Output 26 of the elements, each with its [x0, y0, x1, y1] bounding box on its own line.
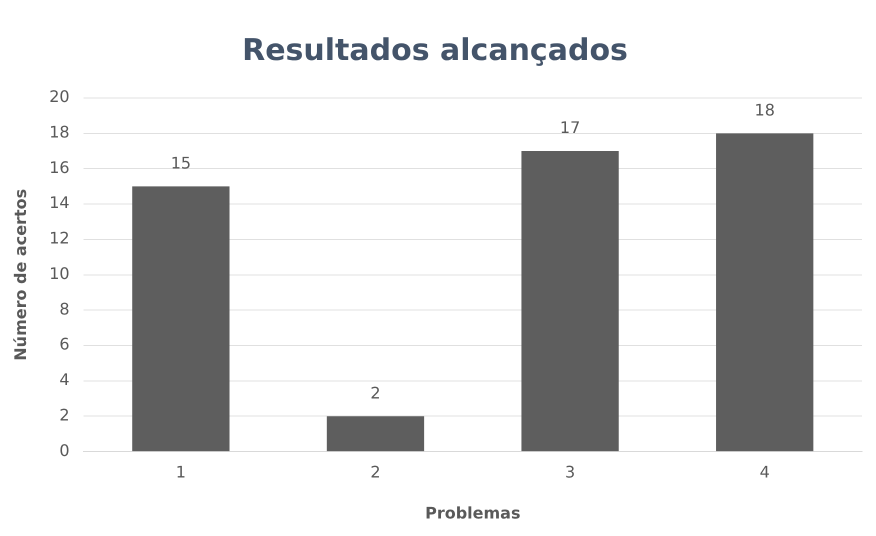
- y-tick-label: 6: [59, 334, 70, 354]
- x-tick-label: 3: [564, 462, 576, 482]
- y-tick-label: 20: [49, 87, 70, 106]
- y-tick-label: 10: [49, 264, 70, 283]
- bar: [326, 416, 424, 452]
- chart-title: Resultados alcançados: [242, 32, 628, 68]
- data-label: 17: [560, 118, 580, 138]
- bar: [132, 186, 230, 452]
- bar: [716, 133, 814, 452]
- y-tick-label: 4: [59, 370, 70, 390]
- y-tick-label: 12: [49, 228, 70, 248]
- bar: [521, 151, 619, 452]
- data-label: 2: [370, 383, 381, 402]
- x-axis-title: Problemas: [425, 504, 520, 523]
- x-tick-label: 4: [760, 462, 770, 482]
- y-tick-label: 2: [59, 405, 70, 424]
- data-label: 18: [754, 100, 775, 120]
- y-tick-label: 8: [59, 299, 70, 318]
- y-tick-label: 0: [59, 440, 70, 460]
- y-axis-title: Número de acertos: [10, 188, 30, 361]
- y-tick-label: 14: [49, 193, 70, 212]
- y-tick-label: 16: [49, 158, 70, 177]
- x-tick-label: 1: [176, 462, 186, 482]
- x-tick-label: 2: [370, 462, 381, 482]
- data-label: 15: [170, 154, 192, 173]
- y-tick-label: 18: [49, 122, 70, 142]
